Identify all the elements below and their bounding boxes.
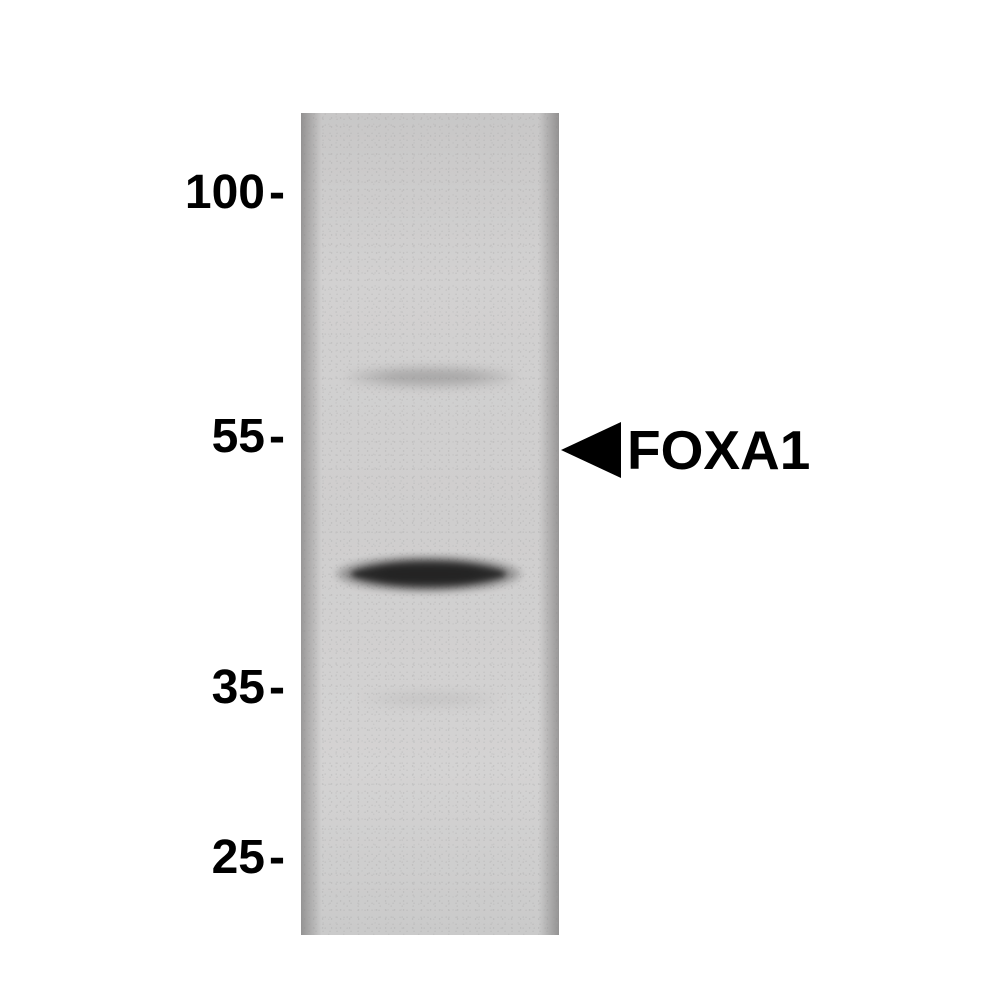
protein-label: FOXA1 [627, 418, 810, 482]
marker-dash-55: - [269, 409, 285, 464]
marker-label-100: 100 [145, 165, 265, 220]
lower-faint-band [361, 693, 501, 705]
arrow-icon [561, 422, 621, 478]
marker-label-25: 25 [145, 830, 265, 885]
marker-dash-35: - [269, 660, 285, 715]
marker-label-35: 35 [145, 660, 265, 715]
lane-grain [301, 113, 559, 935]
marker-dash-25: - [269, 830, 285, 885]
main-band-core [351, 565, 506, 583]
upper-faint-band [346, 368, 516, 386]
marker-dash-100: - [269, 165, 285, 220]
western-blot-figure: 100-55-35-25- FOXA1 [0, 0, 1000, 1000]
marker-label-55: 55 [145, 409, 265, 464]
target-annotation: FOXA1 [561, 422, 810, 478]
blot-lane [301, 113, 559, 935]
